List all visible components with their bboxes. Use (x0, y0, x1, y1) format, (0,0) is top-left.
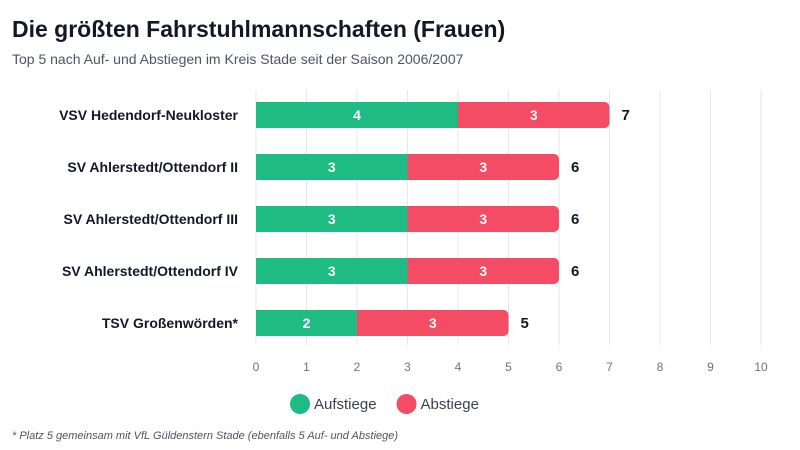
x-tick-label: 2 (354, 360, 361, 374)
x-tick-label: 3 (404, 360, 411, 374)
legend-label: Aufstiege (314, 396, 377, 413)
total-label: 6 (571, 159, 579, 176)
bar-segment-aufstiege (256, 310, 357, 336)
x-tick-label: 5 (505, 360, 512, 374)
data-label: 4 (353, 107, 361, 123)
x-tick-label: 4 (455, 360, 462, 374)
data-label: 3 (429, 315, 437, 331)
category-label: VSV Hedendorf-Neukloster (59, 107, 238, 123)
x-tick-label: 6 (556, 360, 563, 374)
category-label: SV Ahlerstedt/Ottendorf IV (62, 263, 239, 279)
legend-label: Abstiege (421, 396, 479, 413)
bar-segment-abstiege (407, 258, 559, 284)
data-label: 2 (303, 315, 311, 331)
x-tick-label: 10 (754, 360, 768, 374)
data-label: 3 (328, 211, 336, 227)
bar-segment-abstiege (357, 310, 509, 336)
footnote: * Platz 5 gemeinsam mit VfL Güldenstern … (12, 430, 399, 442)
total-label: 7 (622, 107, 630, 124)
chart-title: Die größten Fahrstuhlmannschaften (Fraue… (12, 16, 506, 42)
total-label: 5 (521, 315, 529, 332)
bar-segment-aufstiege (256, 102, 458, 128)
x-tick-label: 8 (657, 360, 664, 374)
x-tick-label: 0 (253, 360, 260, 374)
x-tick-label: 9 (707, 360, 714, 374)
category-label: SV Ahlerstedt/Ottendorf II (67, 159, 238, 175)
category-label: TSV Großenwörden* (102, 315, 239, 331)
data-label: 3 (479, 263, 487, 279)
x-tick-label: 1 (303, 360, 310, 374)
bar-segment-aufstiege (256, 154, 408, 180)
legend-marker (396, 394, 417, 414)
bar-segment-abstiege (458, 102, 610, 128)
data-label: 3 (328, 159, 336, 175)
data-label: 3 (328, 263, 336, 279)
total-label: 6 (571, 211, 579, 228)
data-label: 3 (530, 107, 538, 123)
data-label: 3 (479, 159, 487, 175)
x-tick-label: 7 (606, 360, 613, 374)
bar-segment-abstiege (407, 206, 559, 232)
bar-segment-aufstiege (256, 258, 408, 284)
chart-subtitle: Top 5 nach Auf- und Abstiegen im Kreis S… (12, 51, 464, 67)
data-label: 3 (479, 211, 487, 227)
bar-segment-abstiege (407, 154, 559, 180)
legend-marker (290, 394, 310, 414)
bar-segment-aufstiege (256, 206, 408, 232)
total-label: 6 (571, 263, 579, 280)
category-label: SV Ahlerstedt/Ottendorf III (64, 211, 239, 227)
